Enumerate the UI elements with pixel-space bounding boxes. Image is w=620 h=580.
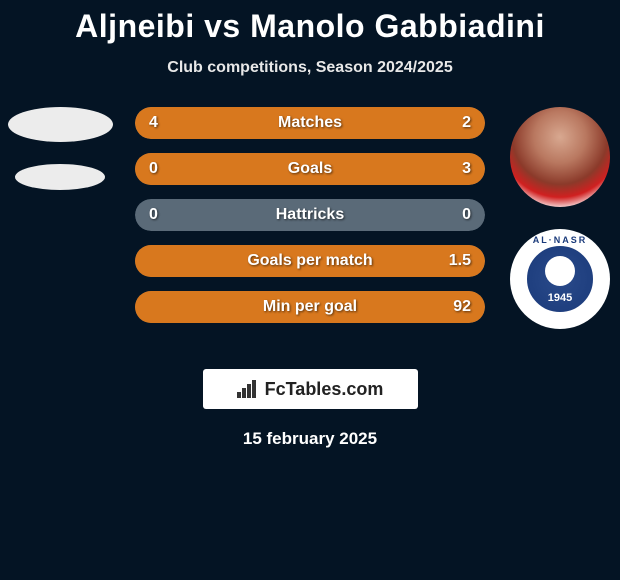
footer-brand-logo: FcTables.com xyxy=(203,369,418,409)
right-player-column: AL·NASR 1945 xyxy=(500,107,620,329)
comparison-subtitle: Club competitions, Season 2024/2025 xyxy=(0,59,620,77)
footer-brand-text: FcTables.com xyxy=(265,379,384,400)
stats-container: 42Matches 03Goals 00Hattricks 1.5Goals per … xyxy=(135,107,485,337)
right-player-avatar xyxy=(510,107,610,207)
stat-row: 1.5Goals per match xyxy=(135,245,485,277)
left-club-badge-placeholder xyxy=(15,164,105,190)
club-year: 1945 xyxy=(548,292,572,304)
club-badge-inner: 1945 xyxy=(524,243,596,315)
stat-row: 03Goals xyxy=(135,153,485,185)
stat-label: Hattricks xyxy=(135,199,485,231)
left-player-avatar-placeholder xyxy=(8,107,113,142)
stat-row: 00Hattricks xyxy=(135,199,485,231)
stat-label: Goals xyxy=(135,153,485,185)
bar-chart-icon xyxy=(237,380,259,398)
stat-row: 42Matches xyxy=(135,107,485,139)
stat-label: Min per goal xyxy=(135,291,485,323)
comparison-title: Aljneibi vs Manolo Gabbiadini xyxy=(0,0,620,45)
footer-date: 15 february 2025 xyxy=(0,429,620,449)
stat-label: Goals per match xyxy=(135,245,485,277)
right-club-badge: AL·NASR 1945 xyxy=(510,229,610,329)
comparison-content: AL·NASR 1945 42Matches 03Goals 00Hattricks… xyxy=(0,107,620,357)
stat-row: 92Min per goal xyxy=(135,291,485,323)
stat-label: Matches xyxy=(135,107,485,139)
left-player-column xyxy=(0,107,120,190)
